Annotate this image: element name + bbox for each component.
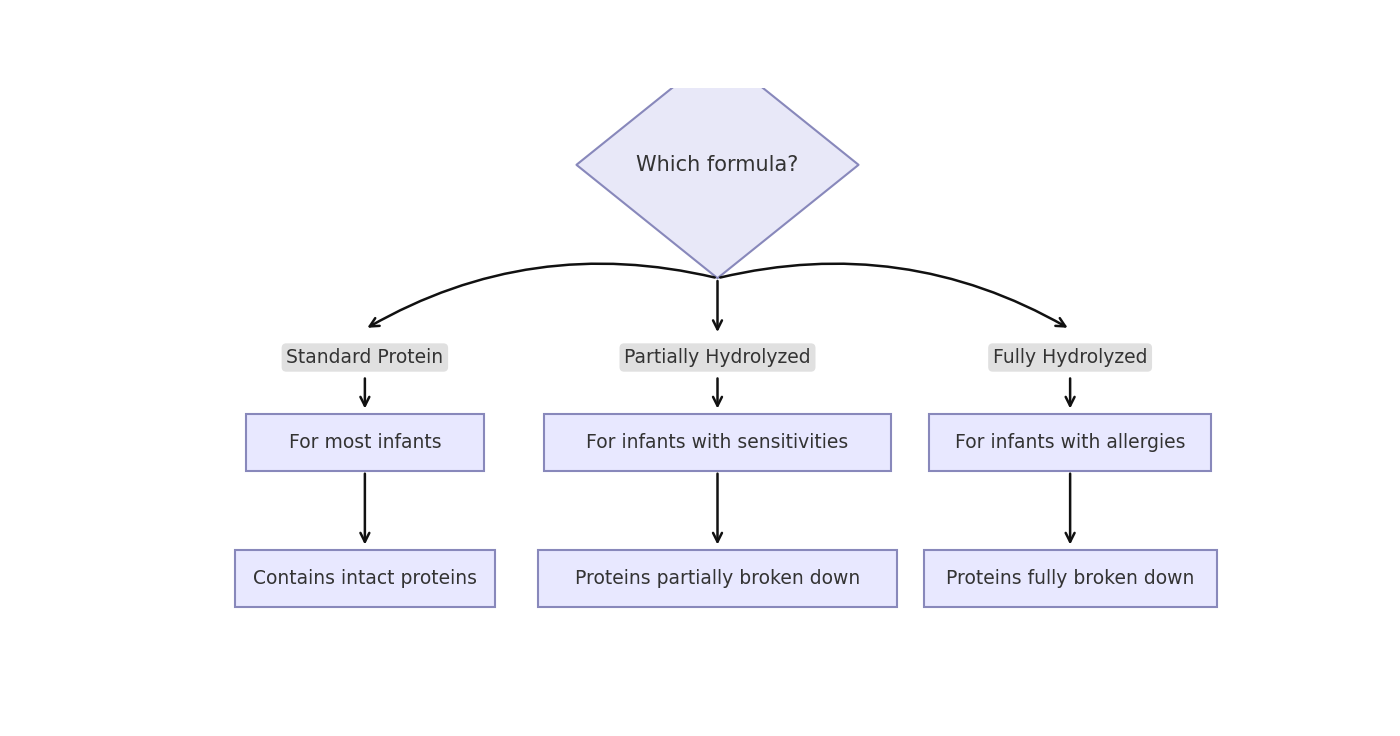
Text: For infants with sensitivities: For infants with sensitivities <box>587 433 848 452</box>
FancyBboxPatch shape <box>924 551 1217 607</box>
FancyBboxPatch shape <box>245 414 484 471</box>
FancyBboxPatch shape <box>930 414 1211 471</box>
FancyBboxPatch shape <box>543 414 890 471</box>
Text: Partially Hydrolyzed: Partially Hydrolyzed <box>624 348 811 367</box>
FancyBboxPatch shape <box>539 551 896 607</box>
Polygon shape <box>577 52 858 278</box>
Text: For most infants: For most infants <box>288 433 441 452</box>
Text: Which formula?: Which formula? <box>637 155 798 175</box>
Text: Fully Hydrolyzed: Fully Hydrolyzed <box>993 348 1148 367</box>
FancyBboxPatch shape <box>235 551 496 607</box>
Text: For infants with allergies: For infants with allergies <box>955 433 1186 452</box>
Text: Proteins fully broken down: Proteins fully broken down <box>946 569 1194 588</box>
Text: Proteins partially broken down: Proteins partially broken down <box>575 569 860 588</box>
Text: Contains intact proteins: Contains intact proteins <box>253 569 477 588</box>
Text: Standard Protein: Standard Protein <box>287 348 444 367</box>
